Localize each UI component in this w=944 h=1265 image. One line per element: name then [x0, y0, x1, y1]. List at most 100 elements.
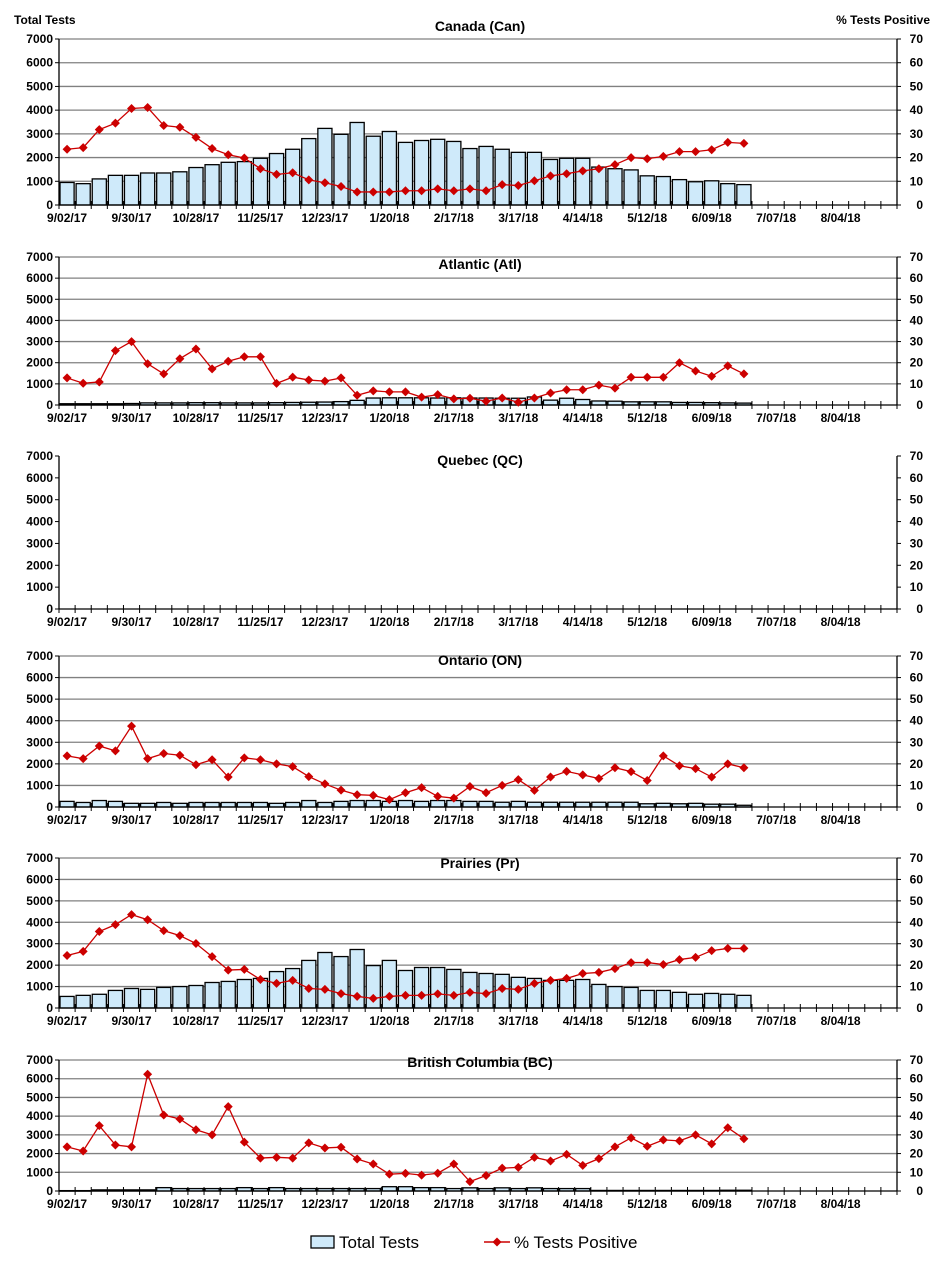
- y2-tick-label: 50: [910, 894, 924, 908]
- positive-marker: [320, 984, 330, 994]
- positive-marker: [78, 378, 88, 388]
- bar: [139, 988, 156, 1009]
- positive-marker: [513, 1162, 523, 1172]
- positive-marker: [594, 164, 604, 174]
- bar: [268, 152, 285, 206]
- positive-marker: [288, 1153, 298, 1163]
- positive-marker: [94, 377, 104, 387]
- positive-marker: [529, 978, 539, 988]
- bar: [123, 987, 140, 1009]
- positive-marker: [143, 754, 153, 764]
- y2-tick-label: 40: [910, 1109, 924, 1123]
- bar: [558, 801, 575, 808]
- x-tick-label: 8/04/18: [821, 813, 861, 827]
- bar: [268, 970, 285, 1009]
- y-tick-label: 5000: [26, 894, 53, 908]
- bar: [575, 157, 591, 206]
- positive-marker: [691, 366, 701, 376]
- positive-marker: [449, 793, 459, 803]
- y-tick-label: 1000: [26, 580, 53, 594]
- bar: [639, 175, 655, 206]
- positive-marker: [578, 770, 588, 780]
- bar: [623, 169, 639, 206]
- bar: [107, 174, 124, 206]
- positive-marker: [465, 184, 475, 194]
- y-tick-label: 5000: [26, 692, 53, 706]
- positive-marker: [336, 989, 346, 999]
- positive-marker: [562, 385, 572, 395]
- positive-marker: [384, 991, 394, 1001]
- y-tick-label: 5000: [26, 493, 53, 507]
- x-tick-label: 2/17/18: [434, 813, 474, 827]
- positive-marker: [546, 975, 556, 985]
- y-tick-label: 7000: [26, 1053, 53, 1067]
- positive-marker: [417, 392, 427, 402]
- positive-marker: [417, 186, 427, 196]
- y2-tick-label: 50: [910, 692, 924, 706]
- x-tick-label: 8/04/18: [821, 1014, 861, 1028]
- y2-tick-label: 60: [910, 1072, 924, 1086]
- positive-marker: [352, 187, 362, 197]
- x-tick-label: 7/07/18: [756, 615, 796, 629]
- y-tick-label: 3000: [26, 127, 53, 141]
- x-tick-label: 1/20/18: [369, 1197, 409, 1211]
- x-tick-label: 2/17/18: [434, 1197, 474, 1211]
- positive-marker: [272, 978, 282, 988]
- y-axis-title: Total Tests: [14, 13, 76, 27]
- x-tick-label: 11/25/17: [237, 211, 283, 225]
- positive-marker: [529, 785, 539, 795]
- y-tick-label: 3000: [26, 335, 53, 349]
- positive-marker: [739, 943, 749, 953]
- y-tick-label: 6000: [26, 1072, 53, 1086]
- positive-marker: [62, 373, 72, 383]
- bar: [172, 171, 188, 206]
- positive-marker: [175, 1114, 185, 1124]
- positive-marker: [465, 393, 475, 403]
- positive-marker: [481, 186, 491, 196]
- bar: [156, 986, 172, 1009]
- bar: [220, 161, 236, 206]
- positive-marker: [272, 169, 282, 179]
- x-tick-label: 4/14/18: [563, 615, 603, 629]
- bar: [413, 139, 430, 206]
- x-tick-label: 11/25/17: [237, 1197, 283, 1211]
- x-tick-label: 9/30/17: [111, 411, 151, 425]
- positive-marker: [400, 387, 410, 397]
- positive-marker: [127, 337, 137, 347]
- positive-marker: [159, 749, 169, 759]
- y-tick-label: 5000: [26, 79, 53, 93]
- bar: [736, 994, 752, 1009]
- x-tick-label: 11/25/17: [237, 1014, 283, 1028]
- positive-marker: [691, 764, 701, 774]
- positive-marker: [304, 984, 314, 993]
- bar: [107, 989, 124, 1009]
- positive-marker: [255, 755, 265, 765]
- bar: [156, 172, 172, 206]
- positive-marker: [433, 989, 443, 999]
- bar: [607, 985, 623, 1009]
- positive-marker: [304, 772, 314, 782]
- positive-marker: [336, 373, 346, 383]
- x-tick-label: 9/02/17: [47, 1197, 87, 1211]
- x-tick-label: 5/12/18: [627, 1197, 667, 1211]
- x-tick-label: 11/25/17: [237, 411, 283, 425]
- x-tick-label: 9/02/17: [47, 813, 87, 827]
- bar: [558, 979, 575, 1009]
- positive-marker: [207, 144, 217, 154]
- bar: [687, 181, 704, 206]
- y2-tick-label: 60: [910, 671, 924, 685]
- bar: [623, 986, 639, 1009]
- legend-line-marker: [492, 1237, 502, 1247]
- positive-marker: [320, 779, 330, 789]
- bar: [204, 164, 220, 206]
- y2-tick-label: 30: [910, 937, 924, 951]
- positive-marker: [368, 386, 378, 396]
- x-tick-label: 10/28/17: [173, 1197, 220, 1211]
- positive-marker: [417, 1170, 427, 1180]
- y2-tick-label: 10: [910, 580, 924, 594]
- positive-marker: [352, 1154, 362, 1164]
- positive-marker: [513, 984, 523, 994]
- positive-marker: [674, 955, 684, 965]
- bar: [720, 993, 736, 1009]
- bar: [365, 397, 381, 406]
